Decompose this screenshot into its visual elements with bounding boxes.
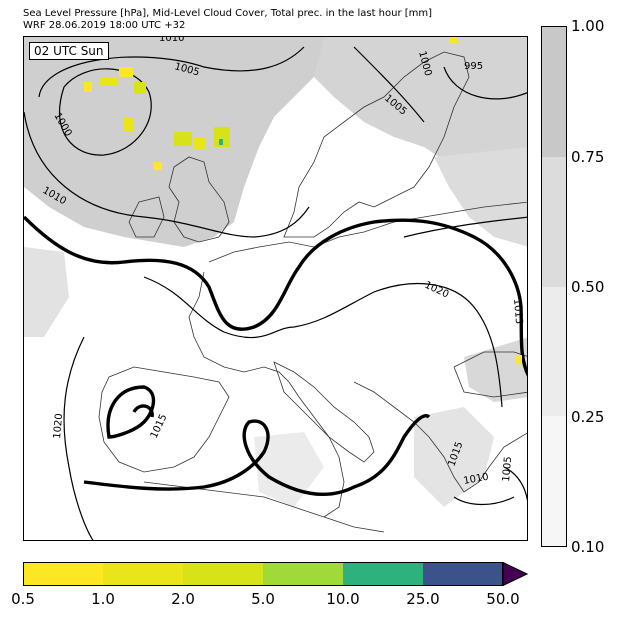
cloud-area-biscay [24, 247, 69, 337]
precip-colorbar-tick: 5.0 [251, 590, 275, 608]
precip-patch [99, 77, 117, 85]
cloud-colorbar-segment [542, 27, 566, 157]
precip-patch [194, 137, 206, 149]
isobar-1005-south-east [503, 466, 527, 501]
isobar-label: 1020 [423, 280, 451, 301]
precip-colorbar-tick: 0.5 [11, 590, 35, 608]
italy-coast [273, 361, 375, 463]
precip-colorbar-segment [103, 562, 183, 586]
continent-coast [188, 201, 527, 518]
precip-colorbar-segment [263, 562, 343, 586]
cloud-cover-areas [24, 37, 527, 507]
precip-patch [84, 82, 92, 92]
precip-patch [154, 162, 162, 170]
isobar-label: 1005 [501, 456, 514, 482]
isobar-1015-south [83, 414, 431, 496]
isobar-1010-west [24, 111, 310, 238]
cloud-colorbar-tick: 0.50 [571, 278, 605, 296]
isobars [24, 46, 527, 540]
isobar-label: 1015 [511, 298, 524, 324]
isobar-1020-central [24, 215, 527, 377]
weather-map: 1010 1005 1000 1010 1000 995 1005 1020 1… [23, 36, 528, 541]
precip-patch [219, 139, 223, 145]
precip-colorbar-tick: 50.0 [486, 590, 520, 608]
isobar-1005-scandinavia [353, 46, 425, 123]
cloud-colorbar-tick: 0.25 [571, 408, 605, 426]
isobar-1010-south-east [453, 496, 515, 506]
isobar-low-1000 [58, 68, 152, 156]
isobar-1015-central [143, 276, 503, 408]
cloud-area-black-sea [464, 337, 527, 402]
cloud-colorbar-tick: 1.00 [571, 17, 605, 35]
chart-subtitle: WRF 28.06.2019 18:00 UTC +32 [23, 20, 186, 31]
chart-title: Sea Level Pressure [hPa], Mid-Level Clou… [23, 8, 433, 19]
ireland-coast [128, 196, 165, 238]
cloud-colorbar-tick: 0.75 [571, 148, 605, 166]
precip-patch [516, 355, 522, 363]
precipitation-colorbar [23, 562, 528, 586]
isobar-label: 1020 [52, 413, 65, 439]
isobar-1020-iberia [106, 385, 156, 439]
isobar-label: 1010 [159, 37, 184, 44]
precip-colorbar-tick: 1.0 [91, 590, 115, 608]
precip-patch [124, 117, 134, 131]
cloud-area-scandinavia [314, 37, 527, 187]
precip-patch [119, 67, 133, 77]
forecast-time-label: 02 UTC Sun [29, 42, 109, 60]
balkan-coast [353, 381, 527, 493]
cloud-colorbar-segment [542, 286, 566, 417]
precip-patch [174, 132, 192, 146]
uk-coast [168, 156, 230, 243]
precip-patch [134, 82, 146, 94]
precip-patch [449, 37, 457, 43]
isobar-label: 1010 [463, 472, 490, 487]
precip-colorbar-segment [343, 562, 423, 586]
precipitation [84, 37, 522, 363]
cloud-colorbar-segment [542, 156, 566, 287]
precip-colorbar-segment [23, 562, 103, 586]
isobar-1005-north [38, 46, 305, 98]
precip-colorbar-segment [183, 562, 263, 586]
precip-colorbar-extend-arrow [503, 562, 527, 586]
map-canvas: 1010 1005 1000 1010 1000 995 1005 1020 1… [24, 37, 527, 540]
isobar-1020-west [63, 336, 94, 540]
precip-patch [214, 127, 230, 147]
isobar-label: 995 [464, 61, 483, 72]
cloud-colorbar-tick: 0.10 [571, 538, 605, 556]
isobar-995-east [443, 66, 527, 100]
cloud-cover-colorbar [541, 26, 567, 547]
isobar-1010-north-east [403, 216, 527, 238]
precip-colorbar-tick: 2.0 [171, 590, 195, 608]
cloud-colorbar-segment [542, 416, 566, 546]
iberia-coast [98, 366, 230, 473]
cloud-area-russia [434, 147, 527, 247]
precip-colorbar-segment [423, 562, 503, 586]
precip-colorbar-tick: 25.0 [406, 590, 440, 608]
precip-colorbar-tick: 10.0 [326, 590, 360, 608]
cloud-area-central-med [254, 432, 324, 507]
scandinavia-coast [283, 51, 470, 238]
cloud-area-balkans [414, 407, 494, 507]
